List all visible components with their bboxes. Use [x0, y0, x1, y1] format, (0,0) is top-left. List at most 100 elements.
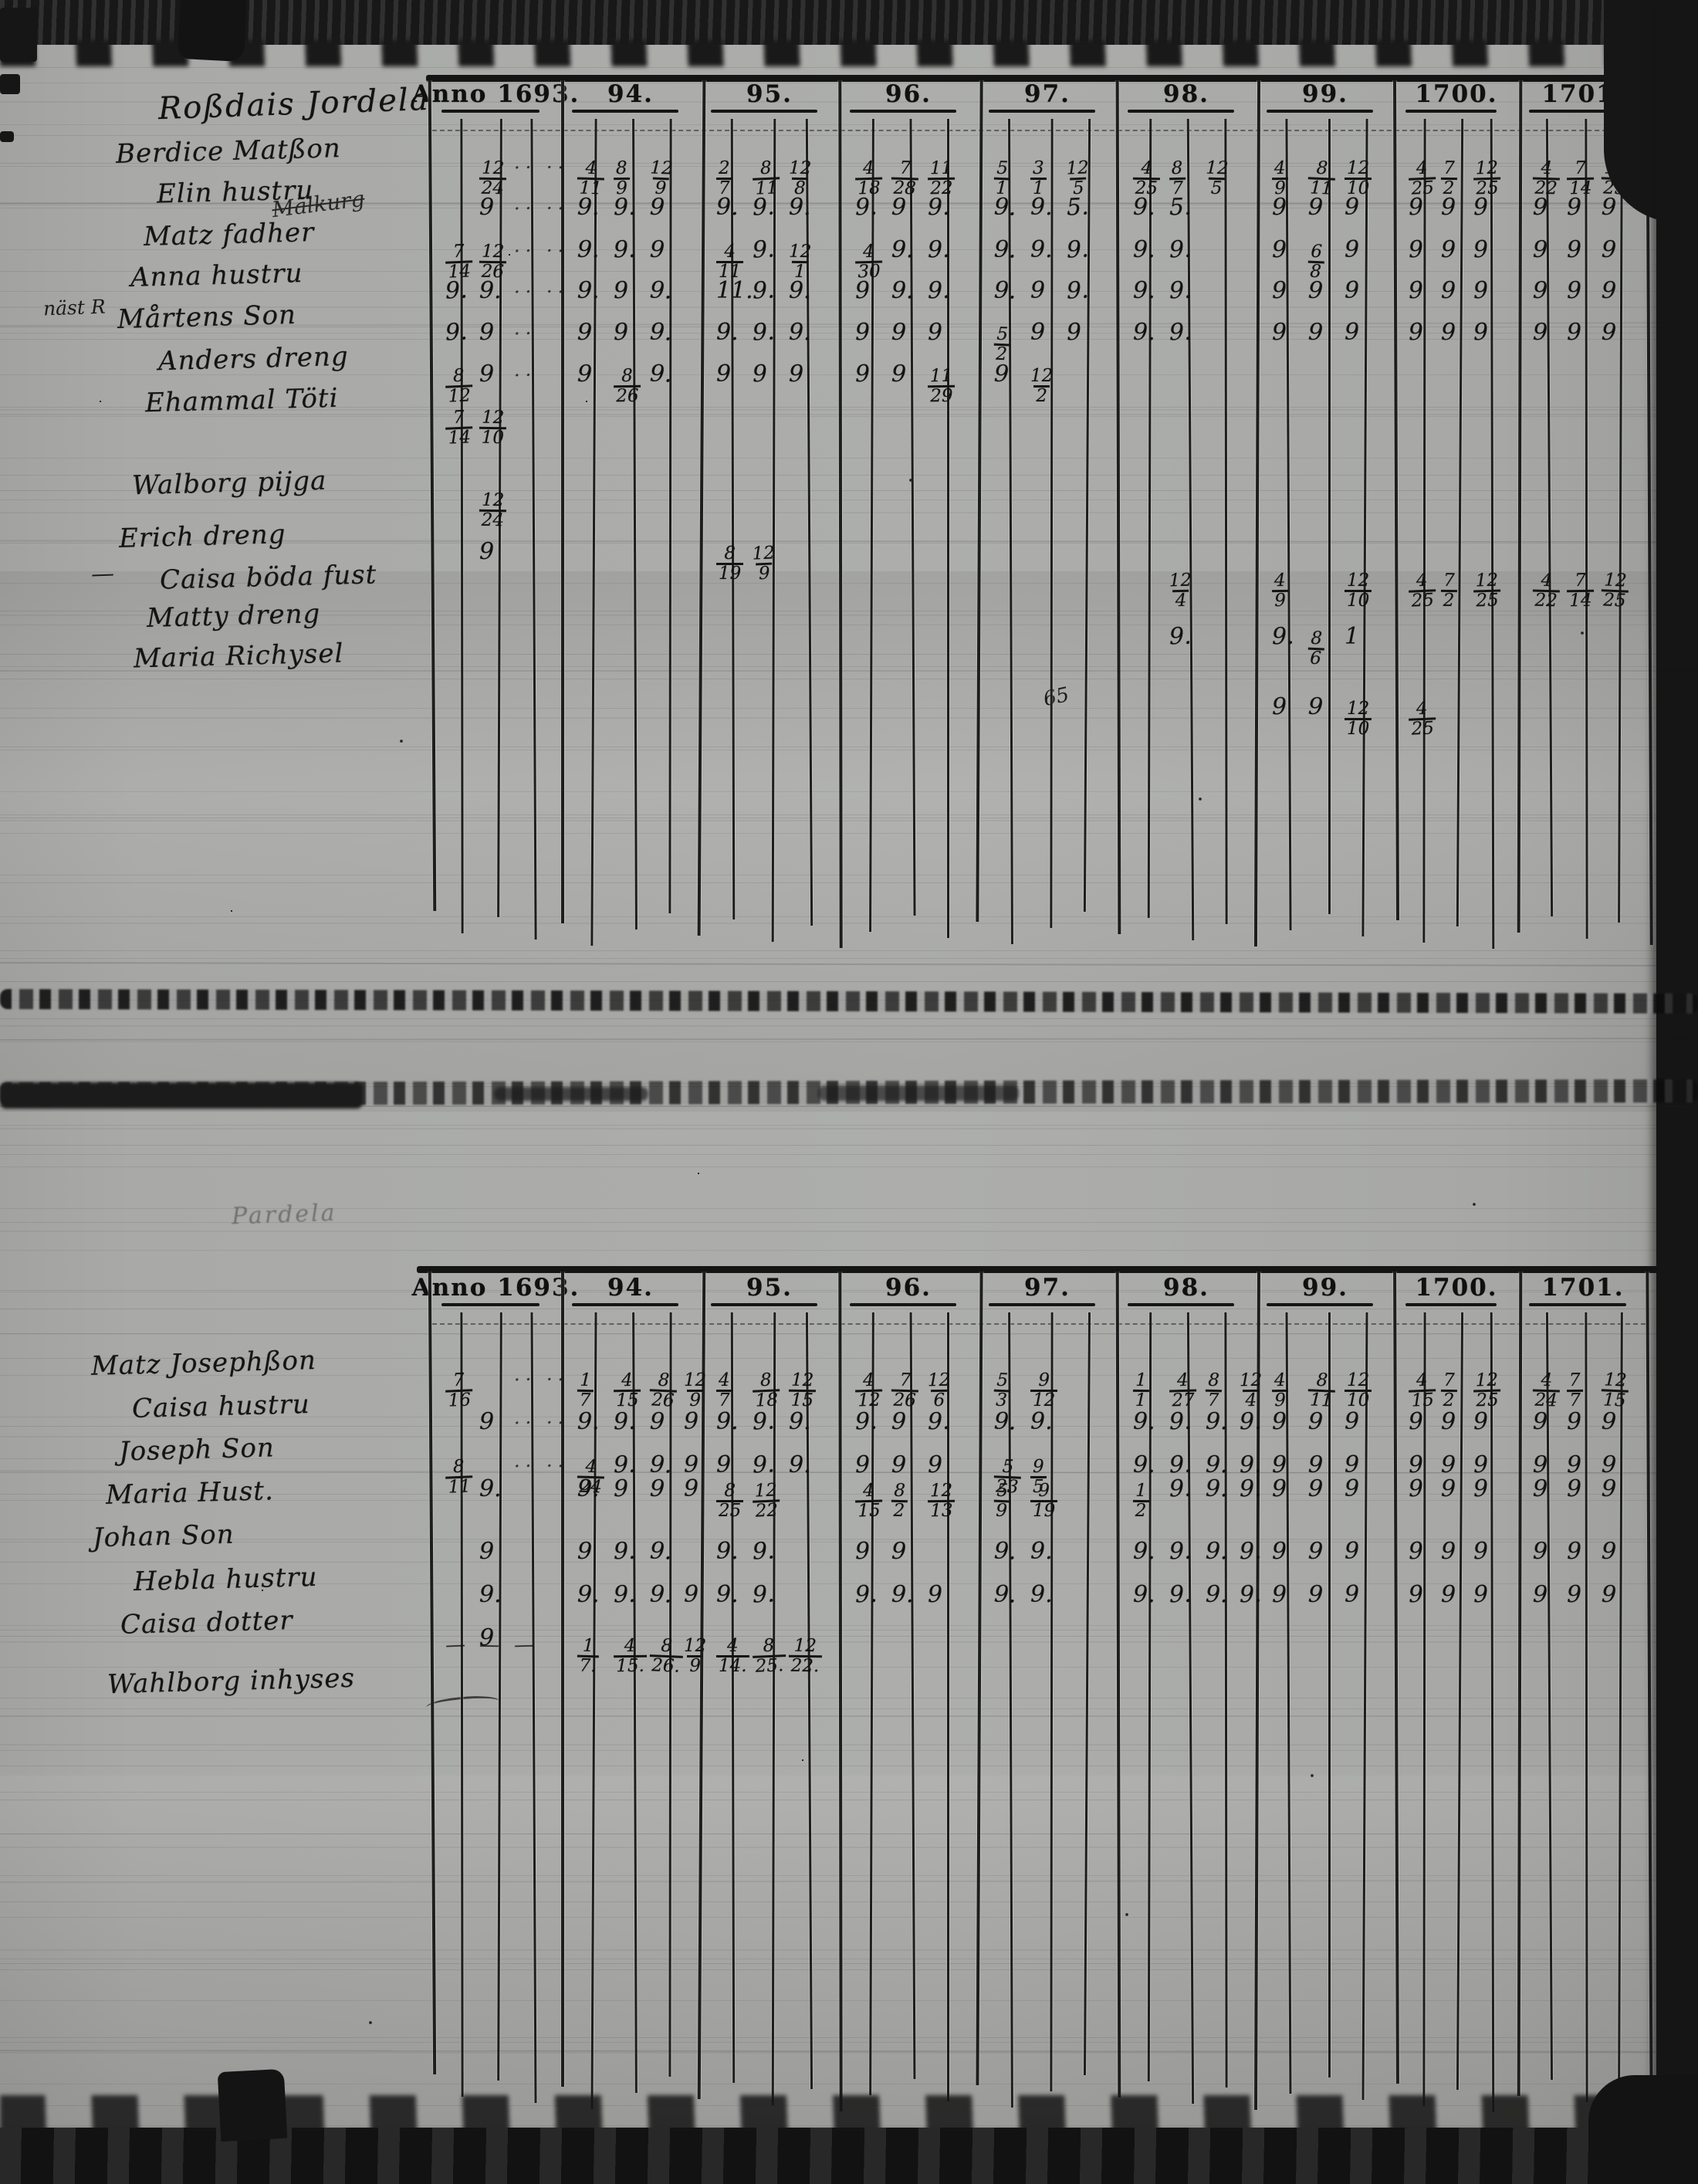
table-cell: 12 22. [788, 1630, 822, 1677]
table-cell: 12 10 [1345, 693, 1372, 739]
table-cell: 9 [1566, 276, 1582, 305]
table-cell: 8 11 [1307, 152, 1337, 199]
margin-note: näst R [42, 295, 107, 320]
year-header: 1701. [1541, 1274, 1625, 1302]
table-cell: 9. [1132, 1407, 1155, 1436]
table-cell: 9. [577, 235, 600, 264]
table-cell: 9. [1169, 622, 1192, 651]
table-cell: 4 25 [1408, 152, 1437, 199]
table-cell: 9. [1030, 1408, 1053, 1435]
table-cell: 9 [1473, 1407, 1489, 1436]
table-cell: 9 [1345, 236, 1360, 263]
year-underline [1267, 110, 1373, 113]
table-cell: 4 12 [854, 1365, 884, 1411]
table-cell: 9. [993, 1407, 1017, 1436]
year-header: 99. [1302, 80, 1348, 108]
table-cell: 12 1 [788, 241, 812, 283]
table-cell: 9 [752, 360, 768, 388]
table-cell: 9 [854, 360, 871, 388]
table-cell: 9 [1440, 193, 1456, 222]
table-cell: 9 [927, 1580, 943, 1609]
table-cell: 9. [1132, 276, 1155, 305]
table-cell: 4 15 [854, 1475, 884, 1522]
film-scratch-line [0, 414, 1698, 415]
film-corner-bottom-right [1588, 2075, 1698, 2184]
table-cell: 9 [1566, 1451, 1582, 1479]
table-cell: 9 [684, 1581, 699, 1608]
table-cell: 9. [1066, 276, 1090, 305]
table-cell: ·· [513, 322, 537, 345]
year-header: 94. [607, 1274, 654, 1302]
table-cell: 9. [752, 1407, 776, 1436]
table-cell: 9. [716, 194, 739, 221]
table-cell: 12 4 [1239, 1370, 1263, 1411]
table-cell: 9 [577, 1537, 593, 1566]
table-cell: 8 25. [752, 1630, 786, 1677]
table-cell: 9. [927, 1407, 950, 1436]
table-cell: 8 26. [648, 1630, 684, 1677]
person-name: Wahlborg inhyses [107, 1662, 356, 1701]
table-cell: 9. [577, 1580, 600, 1609]
table-cell: 9. [1239, 1580, 1262, 1609]
table-cell: 9 [649, 1407, 665, 1436]
table-cell: 8 18 [752, 1364, 781, 1411]
table-cell: 9. [716, 1581, 739, 1608]
table-cell: 9 [1473, 235, 1489, 264]
table-cell: ·· [546, 1454, 570, 1478]
table-cell: 9. [752, 193, 776, 222]
table-cell: 9. [649, 276, 673, 305]
margin-dash: — [90, 560, 115, 588]
table-cell: ·· [513, 1411, 537, 1434]
year-header: 94. [607, 80, 654, 108]
year-underline [572, 1303, 678, 1306]
table-cell: 9. [1030, 236, 1053, 263]
table-cell: ·· [546, 1411, 570, 1434]
table-cell: 9 [1532, 1407, 1548, 1436]
table-cell: 9. [479, 1580, 502, 1609]
table-cell: 12 5 [1066, 157, 1090, 199]
column-rule [561, 1271, 564, 2087]
film-blemish [0, 131, 14, 142]
table-cell: 9 [1271, 1580, 1287, 1609]
year-header: 97. [1024, 80, 1071, 108]
table-cell: 9 [479, 1407, 495, 1436]
table-cell: 1 7. [577, 1630, 600, 1677]
table-cell: 4 22 [1532, 565, 1561, 611]
person-name: Anna hustru [130, 258, 303, 293]
year-underline [711, 1303, 817, 1306]
table-cell: 9. [1169, 235, 1192, 264]
table-cell: 9 [1473, 1537, 1489, 1566]
table-cell: 9. [649, 1537, 673, 1566]
table-cell: 9 [1440, 1580, 1456, 1609]
film-notch-top [177, 0, 248, 63]
table-cell: 9 [1440, 276, 1456, 305]
table-cell: 9 [1566, 235, 1582, 264]
table-cell: 9. [1132, 1580, 1155, 1609]
table-cell: 9 [479, 537, 495, 566]
table-cell: 9. [1169, 1580, 1192, 1609]
table-cell: 12 13 [928, 1475, 956, 1522]
table-cell: 9. [1066, 235, 1090, 264]
table-cell: 12 24 [479, 485, 507, 531]
table-cell: 9. [1132, 193, 1155, 222]
table-cell: 9. [752, 276, 776, 305]
table-cell: 9. [1239, 1475, 1262, 1503]
pencil-label: Pardela [231, 1199, 338, 1231]
table-cell: 9 [684, 1475, 699, 1502]
table-cell: 12 10 [1345, 565, 1372, 611]
person-name: Caisa böda fust [159, 559, 377, 596]
table-cell: 9. [1205, 1580, 1229, 1609]
table-cell: 9 [891, 1407, 907, 1436]
year-header: 1700. [1415, 1274, 1498, 1302]
table-cell: 9 [1601, 1580, 1617, 1609]
